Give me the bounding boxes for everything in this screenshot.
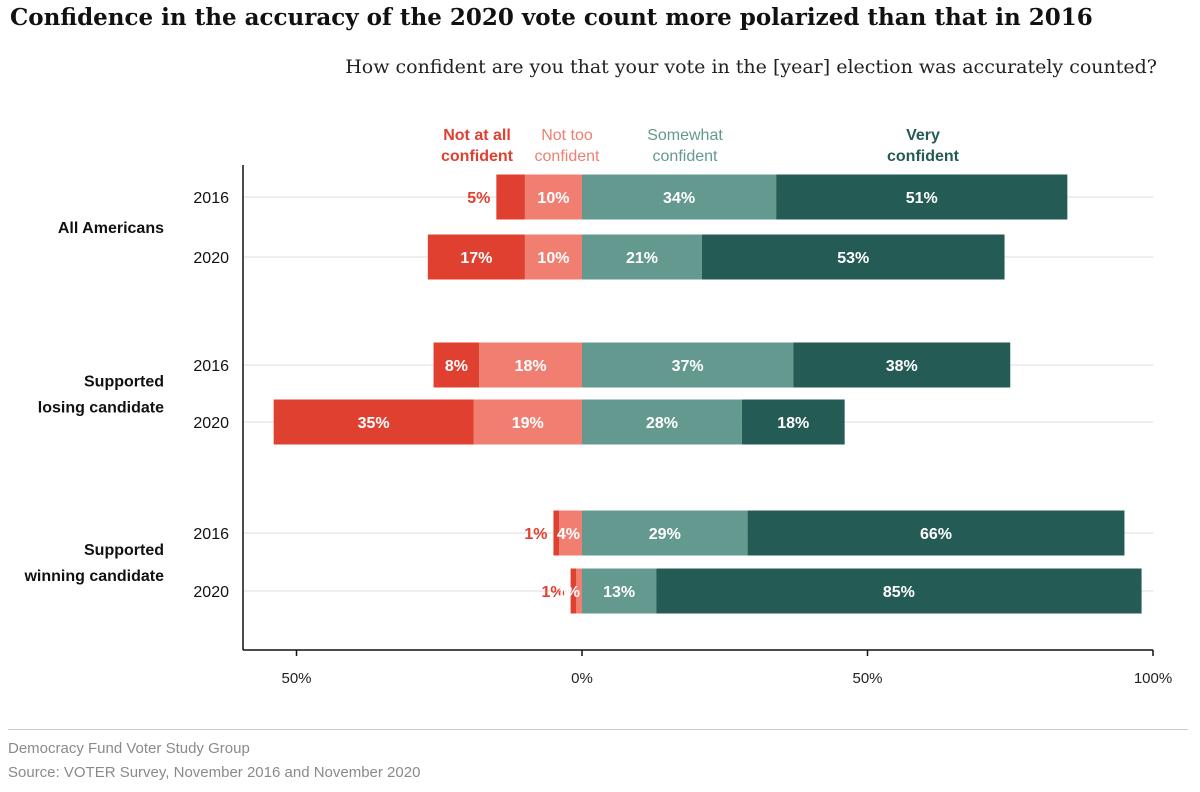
data-label-not-at-all: 17%	[460, 250, 492, 267]
row-year-label: 2020	[193, 584, 229, 601]
data-label-very: 53%	[837, 250, 869, 267]
footer-source: Source: VOTER Survey, November 2016 and …	[8, 764, 421, 781]
bar-not-at-all-confident	[433, 342, 480, 388]
bar-very-confident	[656, 568, 1142, 614]
data-label-not-at-all: 35%	[358, 415, 390, 432]
row-year-label: 2016	[193, 526, 229, 543]
data-label-not-too: 1%	[557, 584, 580, 601]
data-label-somewhat: 21%	[626, 250, 658, 267]
data-label-not-too: 4%	[557, 526, 580, 543]
legend-label-very: Very	[906, 127, 940, 144]
data-label-somewhat: 28%	[646, 415, 678, 432]
data-label-somewhat: 34%	[663, 190, 695, 207]
bar-not-at-all-confident	[570, 568, 577, 614]
group-label: winning candidate	[23, 568, 164, 585]
bar-not-too-confident	[524, 174, 582, 220]
bar-not-too-confident	[524, 234, 582, 280]
legend-label-not-at-all: Not at all	[443, 127, 511, 144]
data-label-not-too: 10%	[537, 250, 569, 267]
diverging-bar-chart: 50% 0% 50% 100% Not at all confident Not too co…	[23, 127, 1172, 687]
bar-somewhat-confident	[582, 234, 702, 280]
bar-somewhat-confident	[582, 568, 657, 614]
bar-not-too-confident	[473, 399, 582, 445]
data-label-very: 85%	[883, 584, 915, 601]
row-year-label: 2020	[193, 415, 229, 432]
data-label-not-too: 18%	[515, 358, 547, 375]
legend-label-somewhat: Somewhat	[647, 127, 723, 144]
bar-not-at-all-confident	[553, 510, 560, 556]
data-label-somewhat: 37%	[672, 358, 704, 375]
data-label-not-at-all: 1%	[524, 526, 547, 543]
data-label-not-at-all: 1%	[541, 584, 564, 601]
group-label: Supported	[84, 374, 164, 391]
bar-somewhat-confident	[582, 342, 794, 388]
x-tick-label: 0%	[571, 670, 593, 687]
legend-label-somewhat: confident	[653, 148, 718, 165]
bar-not-too-confident	[479, 342, 582, 388]
group-label: All Americans	[58, 220, 164, 237]
data-label-somewhat: 13%	[603, 584, 635, 601]
legend-label-not-too: confident	[535, 148, 600, 165]
data-label-very: 38%	[886, 358, 918, 375]
data-label-not-at-all: 5%	[467, 190, 490, 207]
group-label: losing candidate	[38, 400, 164, 417]
legend-label-very: confident	[887, 148, 960, 165]
footer-publisher: Democracy Fund Voter Study Group	[8, 740, 250, 757]
x-tick-label: 100%	[1134, 670, 1172, 687]
legend-label-not-at-all: confident	[441, 148, 514, 165]
chart-subtitle: How confident are you that your vote in …	[345, 56, 1157, 78]
bar-very-confident	[793, 342, 1011, 388]
legend-label-not-too: Not too	[541, 127, 593, 144]
row-year-label: 2016	[193, 358, 229, 375]
data-label-very: 18%	[777, 415, 809, 432]
data-label-not-at-all: 8%	[445, 358, 468, 375]
bar-somewhat-confident	[582, 399, 742, 445]
bar-not-too-confident	[559, 510, 582, 556]
bar-not-at-all-confident	[496, 174, 525, 220]
data-label-somewhat: 29%	[649, 526, 681, 543]
row-year-label: 2020	[193, 250, 229, 267]
bar-not-at-all-confident	[273, 399, 474, 445]
chart-title: Confidence in the accuracy of the 2020 v…	[10, 4, 1093, 31]
data-label-very: 66%	[920, 526, 952, 543]
bar-not-at-all-confident	[427, 234, 525, 280]
x-tick-label: 50%	[852, 670, 882, 687]
data-label-not-too: 10%	[537, 190, 569, 207]
bar-very-confident	[741, 399, 845, 445]
bar-very-confident	[776, 174, 1068, 220]
bar-somewhat-confident	[582, 174, 777, 220]
bar-very-confident	[747, 510, 1125, 556]
footer-divider	[8, 729, 1188, 730]
data-label-not-too: 19%	[512, 415, 544, 432]
bar-very-confident	[701, 234, 1005, 280]
group-label: Supported	[84, 542, 164, 559]
data-label-very: 51%	[906, 190, 938, 207]
bar-not-too-confident	[576, 568, 582, 614]
bar-somewhat-confident	[582, 510, 748, 556]
x-tick-label: 50%	[281, 670, 311, 687]
row-year-label: 2016	[193, 190, 229, 207]
